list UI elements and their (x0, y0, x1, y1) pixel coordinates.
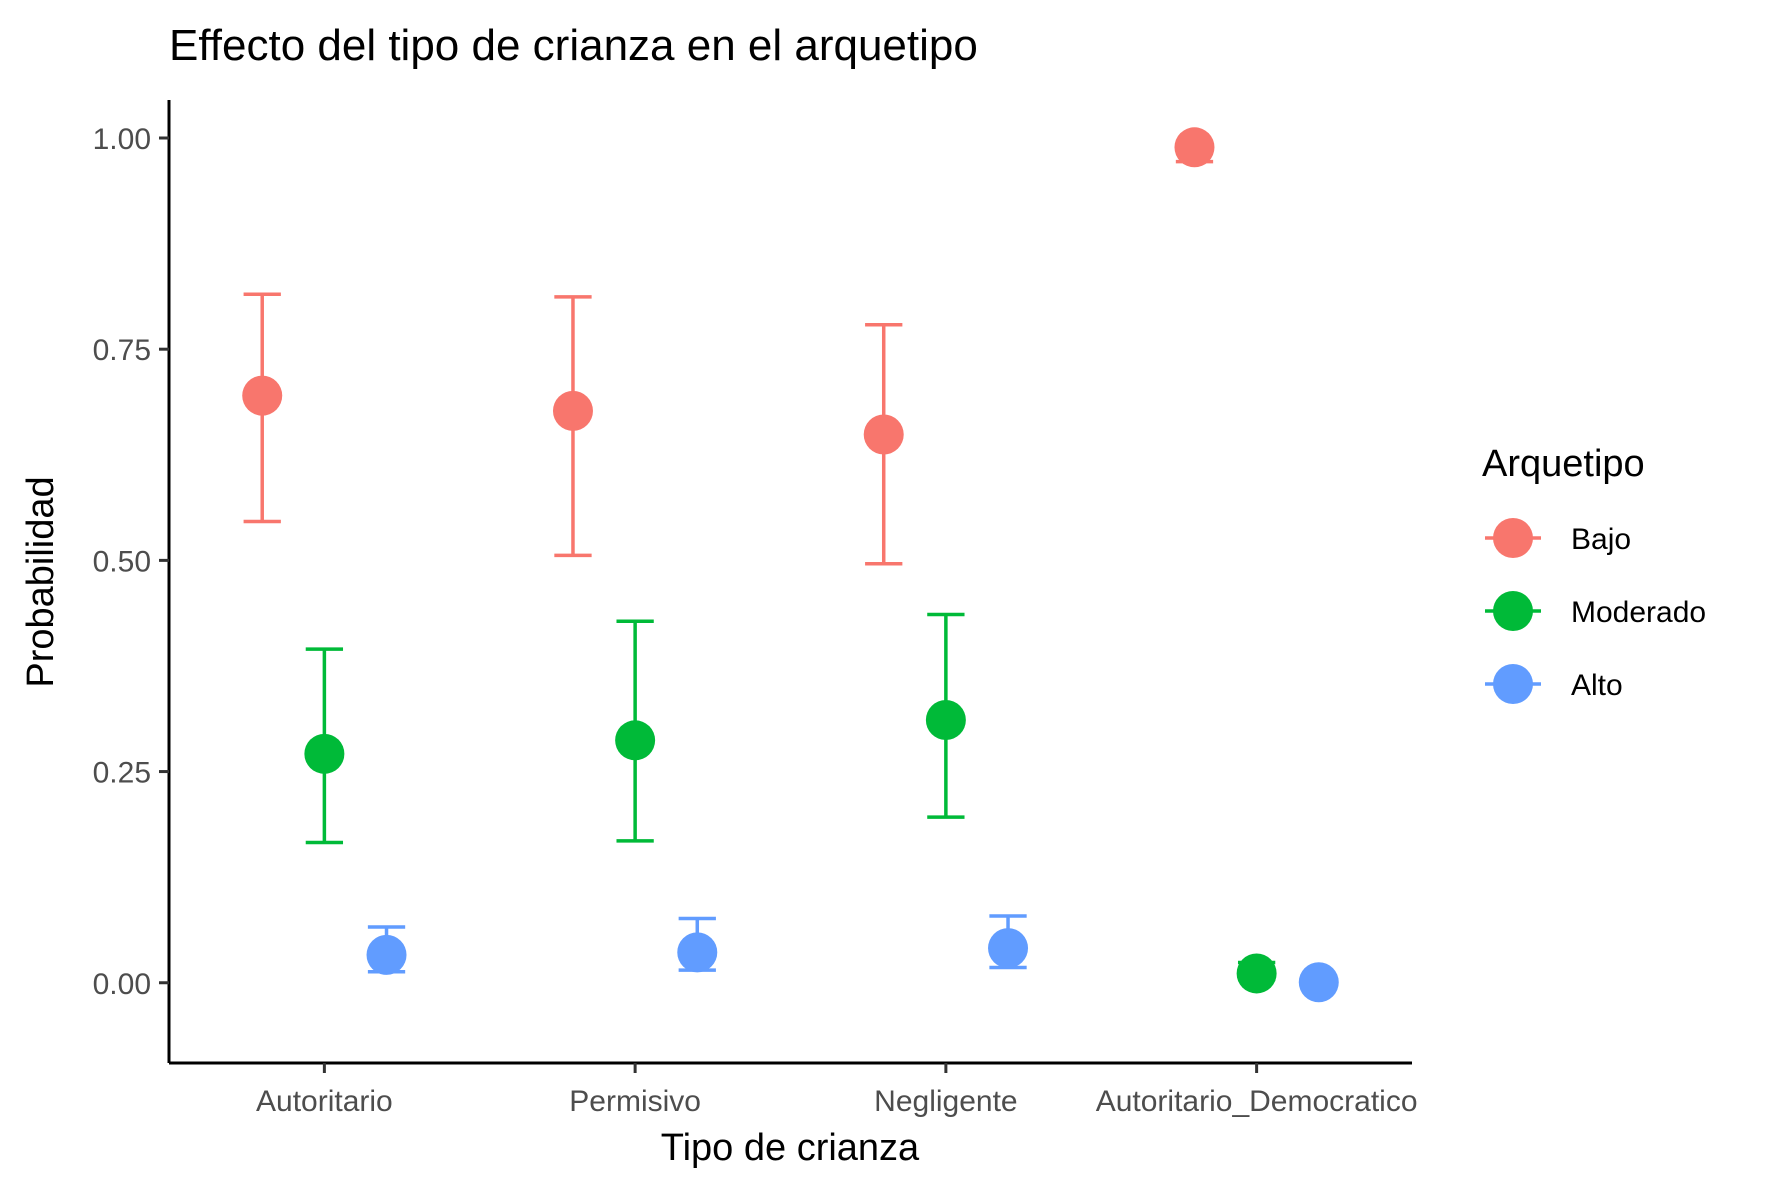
point-bajo-autoritario (242, 375, 283, 416)
legend-title: Arquetipo (1482, 443, 1645, 485)
y-tick-label: 0.75 (93, 334, 151, 367)
y-tick-label: 0.25 (93, 757, 151, 790)
point-moderado-autoritario-democratico (1236, 953, 1277, 994)
y-tick-label: 1.00 (93, 123, 151, 156)
point-alto-negligente (988, 928, 1029, 969)
x-tick-label-autoritario-democratico: Autoritario_Democratico (1096, 1085, 1418, 1118)
point-bajo-autoritario-democratico (1174, 127, 1215, 168)
chart-title: Effecto del tipo de crianza en el arquet… (169, 21, 978, 70)
x-tick-label-autoritario: Autoritario (256, 1085, 393, 1118)
y-tick-label: 0.00 (93, 968, 151, 1001)
legend-item-alto: Alto (1485, 664, 1623, 704)
legend-item-moderado: Moderado (1485, 591, 1706, 631)
point-alto-permisivo (677, 932, 718, 973)
point-alto-autoritario (366, 934, 407, 975)
point-bajo-negligente (863, 414, 904, 455)
legend-key-alto (1493, 664, 1533, 704)
y-tick-label: 0.50 (93, 545, 151, 578)
legend-label: Alto (1571, 669, 1623, 702)
y-axis-ticks: 0.00 0.25 0.50 0.75 1.00 (93, 123, 169, 1001)
x-tick-label-negligente: Negligente (874, 1085, 1017, 1118)
point-moderado-autoritario (304, 733, 345, 774)
point-alto-autoritario-democratico (1298, 962, 1339, 1003)
legend-key-bajo (1493, 518, 1533, 558)
legend: Arquetipo Bajo Moderado Alto (1482, 443, 1706, 704)
plot-area (242, 127, 1339, 1003)
x-axis-ticks: Autoritario Permisivo Negligente Autoritari… (256, 1063, 1418, 1118)
x-tick-label-permisivo: Permisivo (569, 1085, 701, 1118)
x-axis-title: Tipo de crianza (661, 1127, 920, 1169)
y-axis-title: Probabilidad (20, 476, 62, 687)
point-moderado-permisivo (615, 720, 656, 761)
legend-label: Moderado (1571, 596, 1706, 629)
point-bajo-permisivo (552, 390, 593, 431)
legend-item-bajo: Bajo (1485, 518, 1631, 558)
legend-key-moderado (1493, 591, 1533, 631)
legend-label: Bajo (1571, 523, 1631, 556)
point-moderado-negligente (925, 700, 966, 741)
